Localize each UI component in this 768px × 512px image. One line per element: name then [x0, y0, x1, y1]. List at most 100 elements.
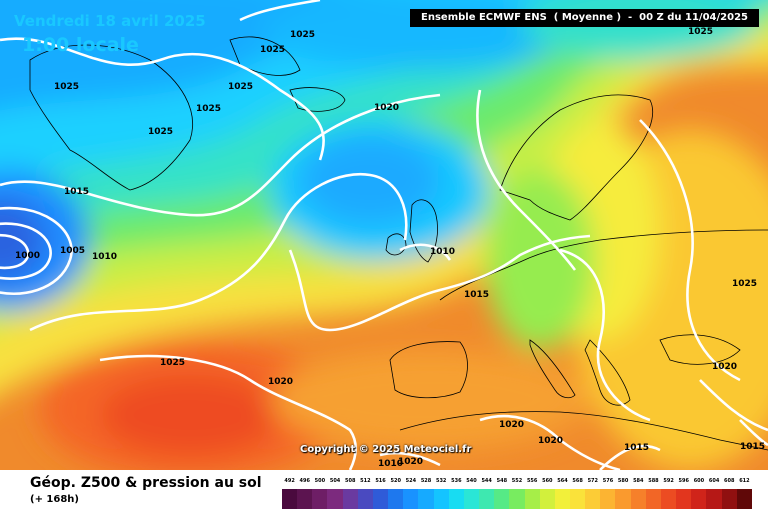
color-scale-swatch — [327, 489, 343, 509]
color-scale-label: 492 — [284, 478, 295, 484]
color-scale-bar — [282, 489, 752, 509]
north-africa-coast — [399, 411, 768, 451]
color-scale-swatch — [660, 489, 677, 509]
color-scale-swatch — [463, 489, 480, 509]
color-scale-swatch — [388, 489, 404, 509]
copyright-notice: Copyright © 2025 Meteociel.fr — [300, 444, 472, 455]
color-scale-label: 560 — [542, 478, 553, 484]
color-scale-swatch — [691, 489, 707, 509]
isobar-1015-med — [599, 444, 661, 470]
isobar-1015-east — [739, 419, 768, 447]
isobars — [0, 0, 768, 470]
isobar-label: 1025 — [54, 82, 79, 92]
isobar-label: 1015 — [740, 442, 765, 452]
color-scale-label: 576 — [602, 478, 614, 484]
isobar-label: 1025 — [290, 30, 315, 40]
isobar-label: 1025 — [688, 27, 713, 37]
color-scale-label: 608 — [724, 478, 735, 484]
color-scale-label: 604 — [708, 478, 720, 484]
isobar-1020-north-sea — [476, 89, 577, 271]
color-scale-label: 596 — [678, 478, 689, 484]
color-scale-swatch — [585, 489, 601, 509]
balkans-coast — [584, 339, 631, 406]
color-scale-label: 524 — [405, 478, 417, 484]
isobar-1010-low — [0, 222, 52, 280]
color-scale-label: 572 — [587, 478, 599, 484]
isobar-label: 1000 — [15, 251, 40, 261]
isobar-1020-atlantic — [29, 172, 408, 332]
color-scale-label: 500 — [314, 478, 326, 484]
model-run-info: Ensemble ECMWF ENS ( Moyenne ) - 00 Z du… — [410, 9, 759, 27]
isobar-1025-north — [0, 37, 325, 161]
isobar-1025-east — [639, 119, 741, 382]
color-scale-label: 592 — [663, 478, 674, 484]
color-scale-swatch — [524, 489, 540, 509]
isobar-label: 1010 — [430, 247, 455, 257]
color-scale-swatch — [448, 489, 464, 509]
color-scale-swatch — [721, 489, 737, 509]
color-scale-swatch — [615, 489, 631, 509]
color-scale-label: 540 — [466, 478, 477, 484]
isobar-label: 1020 — [712, 362, 737, 372]
color-scale-label: 552 — [511, 478, 523, 484]
isobar-1010-britain — [399, 243, 452, 261]
isobar-label: 1015 — [624, 443, 649, 453]
isobar-1025-top — [239, 0, 321, 22]
color-scale-swatch — [357, 489, 373, 509]
color-scale-label: 516 — [375, 478, 386, 484]
forecast-local-time: 1:00 locale — [22, 34, 139, 56]
great-britain-coast — [409, 199, 438, 263]
color-scale-swatch — [342, 489, 358, 509]
black-sea-coast — [659, 334, 741, 365]
color-scale-label: 508 — [345, 478, 356, 484]
color-scale-swatch — [418, 489, 434, 509]
isobar-label: 1010 — [92, 252, 117, 262]
isobar-label: 1025 — [228, 82, 253, 92]
color-scale-labels: 492 496 500 504 508 512 516 520 524 528 532 536 540 5… — [282, 478, 752, 488]
color-scale-label: 536 — [451, 478, 462, 484]
color-scale-label: 512 — [360, 478, 371, 484]
color-scale-swatch — [736, 489, 752, 509]
color-scale-label: 496 — [299, 478, 310, 484]
color-scale-label: 520 — [390, 478, 401, 484]
isobar-1020-north — [0, 93, 441, 217]
isobar-label: 1025 — [196, 104, 221, 114]
iberia-coast — [389, 341, 468, 399]
map-variable-title: Géop. Z500 & pression au sol — [30, 475, 262, 491]
color-scale-swatch — [630, 489, 646, 509]
color-scale-label: 548 — [496, 478, 508, 484]
greenland-coast — [29, 44, 193, 191]
isobar-label: 1025 — [148, 127, 173, 137]
isobar-label: 1015 — [64, 187, 89, 197]
ireland-coast — [385, 233, 407, 256]
color-scale-swatch — [600, 489, 616, 509]
color-scale-swatch — [312, 489, 328, 509]
isobar-label: 1020 — [268, 377, 293, 387]
isobar-label: 1020 — [374, 103, 399, 113]
isobar-1005-low — [0, 233, 30, 270]
color-scale-swatch — [433, 489, 449, 509]
forecast-date: Vendredi 18 avril 2025 — [14, 12, 206, 30]
isobar-label: 1015 — [464, 290, 489, 300]
isobar-1020-med — [479, 414, 621, 470]
color-scale-swatch — [569, 489, 586, 509]
map-footer: Géop. Z500 & pression au sol (+ 168h) 49… — [0, 470, 768, 512]
color-scale-label: 528 — [420, 478, 432, 484]
color-scale-label: 532 — [435, 478, 447, 484]
color-scale-swatch — [282, 489, 298, 509]
color-scale-label: 564 — [557, 478, 568, 484]
coastlines — [29, 36, 768, 451]
geopotential-field — [0, 0, 768, 470]
color-scale-swatch — [706, 489, 722, 509]
color-scale-swatch — [479, 489, 495, 509]
isobar-label: 1025 — [160, 358, 185, 368]
color-scale-label: 580 — [617, 478, 629, 484]
scandinavia-coast — [499, 94, 654, 221]
isobar-label: 1025 — [260, 45, 285, 55]
color-scale-swatch — [645, 489, 661, 509]
color-scale-label: 568 — [572, 478, 583, 484]
isobar-label: 1020 — [398, 457, 423, 467]
color-scale-label: 556 — [526, 478, 538, 484]
color-scale-label: 544 — [481, 478, 492, 484]
isobar-label: 1020 — [538, 436, 563, 446]
